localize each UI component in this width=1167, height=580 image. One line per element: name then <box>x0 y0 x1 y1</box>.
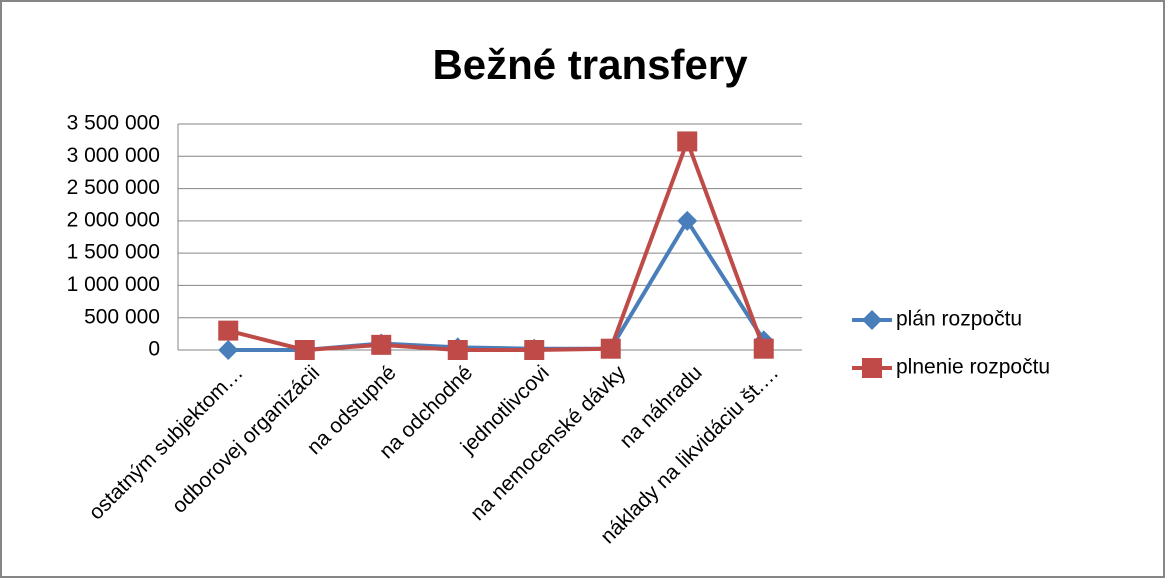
marker <box>753 338 774 359</box>
marker <box>294 340 315 360</box>
marker <box>862 358 882 378</box>
marker <box>524 340 545 360</box>
chart-title: Bežné transfery <box>432 41 748 88</box>
y-tick-label: 3 000 000 <box>67 144 160 167</box>
y-tick-label: 1 000 000 <box>67 273 160 296</box>
marker <box>600 338 621 359</box>
marker <box>862 310 882 330</box>
legend-label: plnenie rozpočtu <box>896 356 1050 379</box>
y-tick-label: 2 500 000 <box>67 176 160 199</box>
marker <box>218 340 239 360</box>
y-tick-label: 3 500 000 <box>67 112 160 135</box>
legend-label: plán rozpočtu <box>896 308 1022 331</box>
series-line <box>227 139 766 352</box>
marker <box>677 131 698 152</box>
y-tick-label: 2 000 000 <box>67 208 160 231</box>
marker <box>447 340 468 360</box>
y-tick-label: 500 000 <box>84 305 160 328</box>
marker <box>677 210 698 231</box>
marker <box>371 334 392 355</box>
marker <box>218 320 239 341</box>
y-tick-label: 0 <box>148 338 160 361</box>
y-tick-label: 1 500 000 <box>67 241 160 264</box>
